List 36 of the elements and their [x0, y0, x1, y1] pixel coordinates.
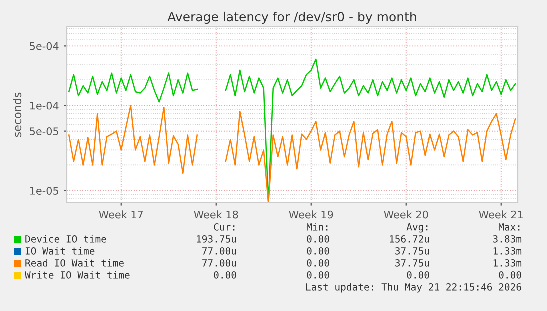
text: Max: [498, 224, 520, 231]
legend-label: Write IO Wait time [25, 271, 130, 279]
legend-label: Read IO Wait time [26, 259, 124, 267]
legend-label: IO Wait time [26, 247, 95, 255]
y-tick-label: 1e-05 [30, 187, 58, 195]
text: 77.00u [202, 247, 236, 255]
x-tick-label: Week 17 [99, 210, 144, 219]
text: Avg: [406, 224, 428, 233]
text: 1.33m [494, 247, 522, 255]
text: 37.75u [396, 259, 430, 267]
text: 0.00 [214, 271, 236, 279]
x-tick-label: Week 20 [384, 210, 428, 219]
text: 0.00 [407, 271, 430, 279]
text: 0.00 [499, 271, 522, 279]
y-tick-label: 5e-04 [30, 42, 59, 50]
text: 3.83m [493, 235, 522, 243]
text: 1.33m [494, 259, 522, 267]
text: Last update: Thu May 21 22:15:46 2026 [306, 283, 522, 293]
text: 77.00u [202, 259, 236, 267]
text: Min: [306, 223, 328, 231]
text: 193.75u [197, 235, 236, 243]
text: 0.00 [307, 259, 330, 267]
y-tick-label: 5e-05 [30, 128, 58, 136]
y-tick-label: 1e-04 [30, 102, 59, 110]
legend-label: Device IO time [26, 235, 106, 243]
text: 156.72u [390, 235, 430, 243]
x-tick-label: Week 18 [194, 210, 238, 219]
x-tick-label: Week 21 [479, 210, 523, 219]
x-tick-label: Week 19 [289, 210, 334, 219]
text: 0.00 [307, 271, 330, 279]
text: 37.75u [396, 247, 430, 255]
chart-title: Average latency for /dev/sr0 - by month [168, 12, 416, 24]
y-axis-title: seconds [13, 92, 22, 138]
text: 0.00 [307, 247, 330, 255]
text: Cur: [214, 223, 235, 231]
text: 0.00 [307, 235, 330, 243]
